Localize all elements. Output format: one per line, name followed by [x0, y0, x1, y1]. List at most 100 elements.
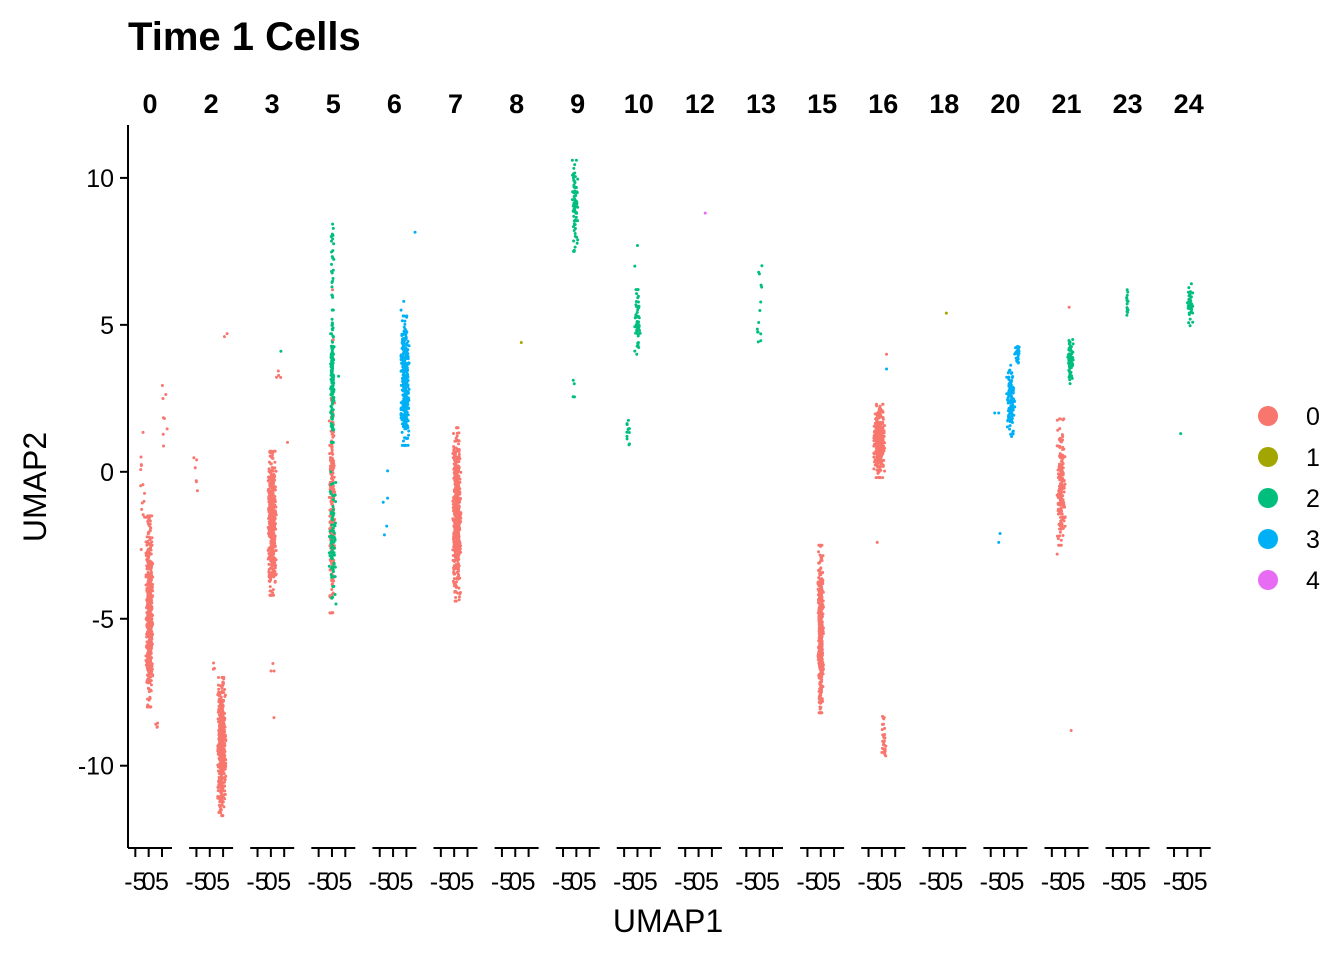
x-tick-label: -5 — [1163, 868, 1185, 896]
facet-strip-label: 15 — [807, 89, 837, 119]
data-point — [881, 463, 885, 467]
legend-swatch — [1258, 488, 1278, 508]
x-tick-label: 5 — [277, 868, 291, 896]
data-point — [269, 474, 273, 478]
x-tick-label: 5 — [644, 868, 658, 896]
data-point — [819, 633, 823, 637]
data-point — [330, 523, 334, 527]
x-tick-label: 0 — [508, 868, 522, 896]
data-point — [148, 576, 152, 580]
data-point — [330, 423, 334, 427]
data-point — [221, 710, 225, 714]
data-point — [406, 399, 410, 403]
data-point — [404, 407, 408, 411]
data-point — [1011, 391, 1015, 395]
data-point — [330, 440, 334, 444]
data-point — [276, 369, 280, 373]
data-point — [571, 225, 575, 229]
data-point — [140, 501, 144, 505]
data-point — [635, 331, 639, 335]
data-point — [148, 526, 152, 530]
data-point — [1188, 311, 1192, 315]
data-point — [147, 554, 151, 558]
data-point — [328, 488, 332, 491]
data-point — [150, 656, 154, 660]
data-point — [222, 676, 226, 680]
data-point — [819, 613, 823, 617]
data-point — [406, 419, 410, 423]
data-point — [1056, 537, 1060, 541]
x-tick-label: 5 — [827, 868, 841, 896]
data-point — [819, 616, 823, 620]
data-point — [875, 540, 879, 544]
data-point — [455, 468, 459, 472]
data-point — [406, 339, 410, 343]
data-point — [139, 548, 143, 552]
data-point — [333, 575, 337, 579]
data-point — [405, 314, 409, 318]
data-point — [457, 452, 461, 456]
data-point — [269, 462, 273, 466]
data-point — [164, 393, 168, 397]
data-point — [407, 344, 411, 348]
data-point — [220, 723, 224, 727]
data-point — [222, 771, 226, 775]
data-point — [1008, 427, 1012, 431]
data-point — [147, 548, 151, 552]
data-point — [221, 681, 225, 685]
data-point — [818, 553, 822, 557]
data-point — [453, 511, 457, 515]
data-point — [1190, 303, 1194, 307]
data-point — [279, 376, 283, 379]
data-point — [149, 586, 153, 590]
data-point — [819, 608, 823, 612]
data-point — [330, 426, 334, 430]
data-point — [146, 610, 150, 614]
data-point — [572, 183, 576, 187]
data-point — [884, 754, 888, 758]
data-point — [455, 495, 459, 499]
data-point — [816, 593, 820, 597]
data-point — [223, 762, 227, 766]
data-point — [331, 335, 335, 339]
data-point — [404, 373, 408, 377]
data-point — [331, 288, 335, 292]
data-point — [817, 543, 821, 547]
data-point — [1010, 395, 1014, 399]
data-point — [331, 387, 335, 391]
data-point — [873, 429, 877, 433]
data-point — [1006, 401, 1010, 405]
data-point — [330, 317, 334, 321]
data-point — [454, 596, 458, 600]
data-point — [330, 327, 334, 331]
data-point — [404, 436, 408, 440]
x-tick-label: -5 — [980, 868, 1002, 896]
data-point — [456, 577, 460, 581]
x-tick-label: 5 — [216, 868, 230, 896]
data-point — [453, 590, 457, 594]
data-point — [636, 308, 640, 312]
data-point — [402, 314, 406, 318]
data-point — [331, 338, 335, 342]
data-point — [1068, 378, 1072, 382]
x-tick-label: 5 — [583, 868, 597, 896]
data-point — [882, 722, 886, 726]
data-point — [1058, 452, 1062, 456]
data-point — [272, 531, 276, 535]
data-point — [332, 466, 336, 470]
chart-title: Time 1 Cells — [128, 15, 361, 59]
data-point — [156, 721, 160, 725]
data-point — [633, 349, 637, 353]
data-point — [637, 304, 641, 308]
data-point — [636, 296, 640, 300]
data-point — [638, 331, 642, 335]
data-point — [453, 528, 457, 532]
data-point — [883, 424, 887, 428]
data-point — [1063, 524, 1067, 528]
data-point — [330, 596, 334, 600]
data-point — [1061, 445, 1065, 449]
data-point — [882, 449, 886, 453]
data-point — [574, 199, 578, 203]
data-point — [222, 780, 226, 784]
data-point — [330, 371, 334, 375]
